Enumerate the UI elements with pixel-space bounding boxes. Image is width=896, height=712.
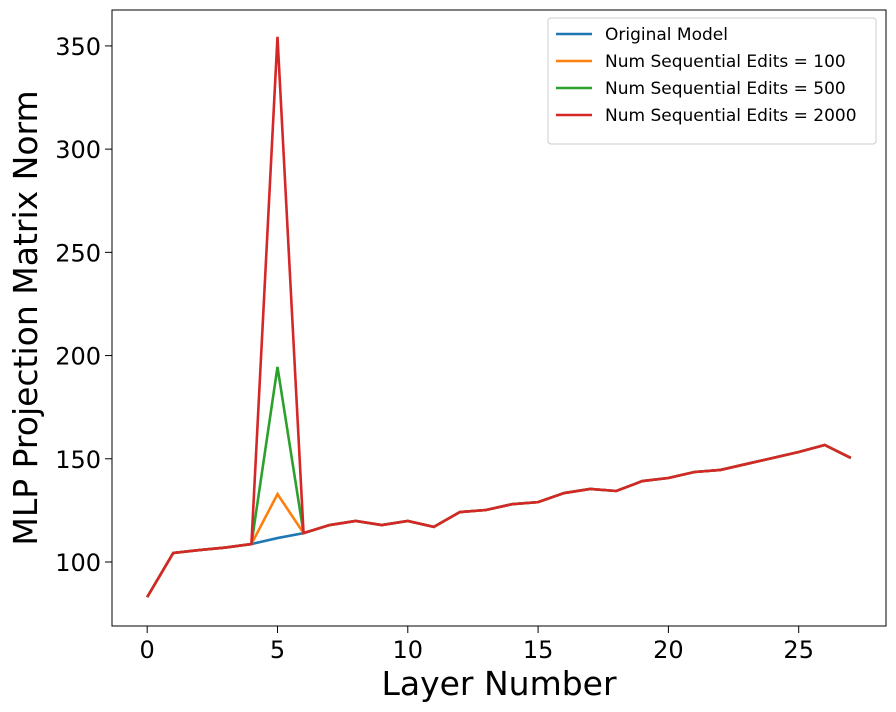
legend-label: Num Sequential Edits = 2000 [605,106,857,126]
y-tick-label: 250 [55,239,101,267]
x-tick-label: 5 [270,636,285,664]
y-axis-label: MLP Projection Matrix Norm [6,90,45,545]
y-tick-label: 200 [55,343,101,371]
x-tick-label: 15 [523,636,554,664]
y-tick-label: 100 [55,549,101,577]
y-tick-label: 350 [55,33,101,61]
x-axis-label: Layer Number [381,664,616,703]
x-tick-label: 0 [140,636,155,664]
y-tick-label: 300 [55,136,101,164]
legend-label: Num Sequential Edits = 100 [605,52,846,72]
line-series [146,366,852,598]
legend-label: Original Model [605,25,728,45]
plot-frame [111,9,887,627]
x-tick-label: 10 [393,636,424,664]
x-tick-label: 20 [653,636,684,664]
x-tick-label: 25 [783,636,814,664]
legend-label: Num Sequential Edits = 500 [605,79,846,99]
legend-box [547,17,877,145]
y-tick-label: 150 [55,446,101,474]
line-series [146,36,852,598]
